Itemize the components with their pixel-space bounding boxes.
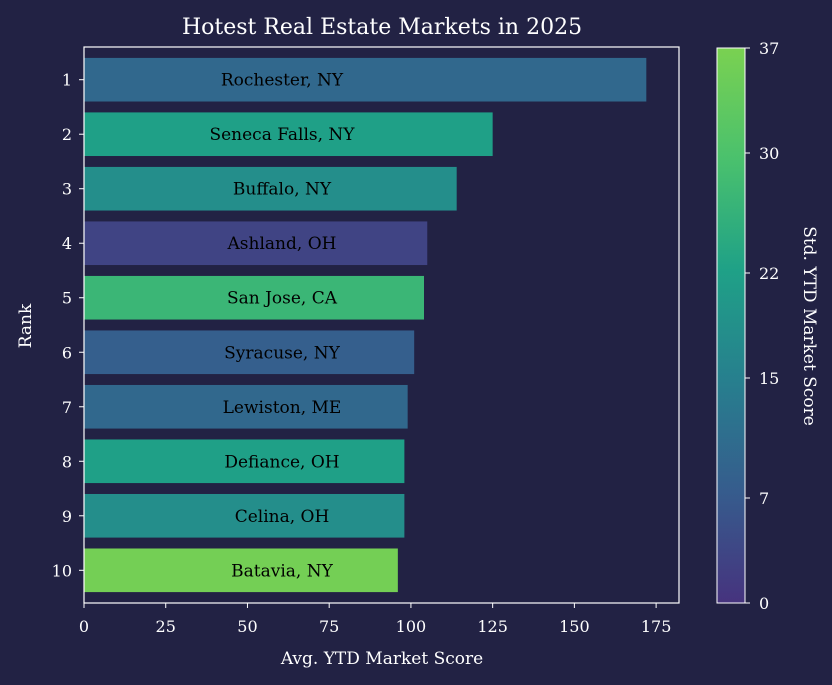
- colorbar-tick-label: 37: [759, 39, 779, 58]
- colorbar-tick-label: 7: [759, 489, 769, 508]
- y-tick-label: 1: [62, 71, 72, 90]
- plot-frame: [83, 46, 680, 604]
- x-tick-label: 100: [396, 617, 427, 636]
- bar: [84, 439, 405, 484]
- bar-label: Lewiston, ME: [223, 398, 342, 418]
- y-axis-label: Rank: [16, 303, 36, 348]
- x-tick-label: 150: [559, 617, 590, 636]
- x-axis-label: Avg. YTD Market Score: [280, 649, 483, 669]
- bar-label: Buffalo, NY: [233, 180, 332, 200]
- bar: [84, 112, 493, 157]
- bar: [84, 57, 647, 102]
- bar: [84, 384, 408, 429]
- y-tick-label: 9: [62, 507, 72, 526]
- x-tick-label: 125: [477, 617, 508, 636]
- bar-label: Ashland, OH: [227, 234, 337, 254]
- bar: [84, 548, 398, 593]
- colorbar-tick-label: 0: [759, 594, 769, 613]
- bar: [84, 275, 424, 320]
- bar-label: Seneca Falls, NY: [209, 125, 355, 145]
- x-tick-label: 75: [319, 617, 339, 636]
- y-tick-label: 10: [52, 561, 72, 580]
- bar-label: Celina, OH: [235, 507, 330, 527]
- colorbar: [716, 47, 746, 604]
- y-tick-label: 4: [62, 234, 72, 253]
- y-tick-label: 2: [62, 125, 72, 144]
- bar: [84, 166, 457, 211]
- chart-title: Hotest Real Estate Markets in 2025: [182, 15, 582, 40]
- colorbar-label: Std. YTD Market Score: [799, 226, 819, 426]
- colorbar-ticks: 0 7 15 22 30 37: [745, 39, 779, 613]
- x-tick-label: 50: [237, 617, 257, 636]
- colorbar-tick-label: 22: [759, 264, 779, 283]
- x-tick-label: 175: [641, 617, 672, 636]
- bar-label: Rochester, NY: [221, 71, 344, 91]
- x-tick-label: 25: [156, 617, 176, 636]
- bar: [84, 330, 415, 375]
- y-tick-label: 8: [62, 452, 72, 471]
- bar-label: San Jose, CA: [227, 289, 338, 309]
- y-tick-label: 3: [62, 180, 72, 199]
- x-tick-label: 0: [79, 617, 89, 636]
- y-tick-label: 5: [62, 289, 72, 308]
- plot-area: Rochester, NY 1 Seneca Falls, NY 2 Buffalo, …: [52, 57, 672, 636]
- bar: [84, 493, 405, 538]
- bar-label: Defiance, OH: [224, 452, 339, 472]
- bar: [84, 221, 428, 266]
- y-tick-label: 6: [62, 343, 72, 362]
- bar-label: Batavia, NY: [231, 561, 333, 581]
- colorbar-tick-label: 30: [759, 144, 779, 163]
- y-tick-label: 7: [62, 398, 72, 417]
- colorbar-tick-label: 15: [759, 369, 779, 388]
- bar-label: Syracuse, NY: [224, 343, 340, 363]
